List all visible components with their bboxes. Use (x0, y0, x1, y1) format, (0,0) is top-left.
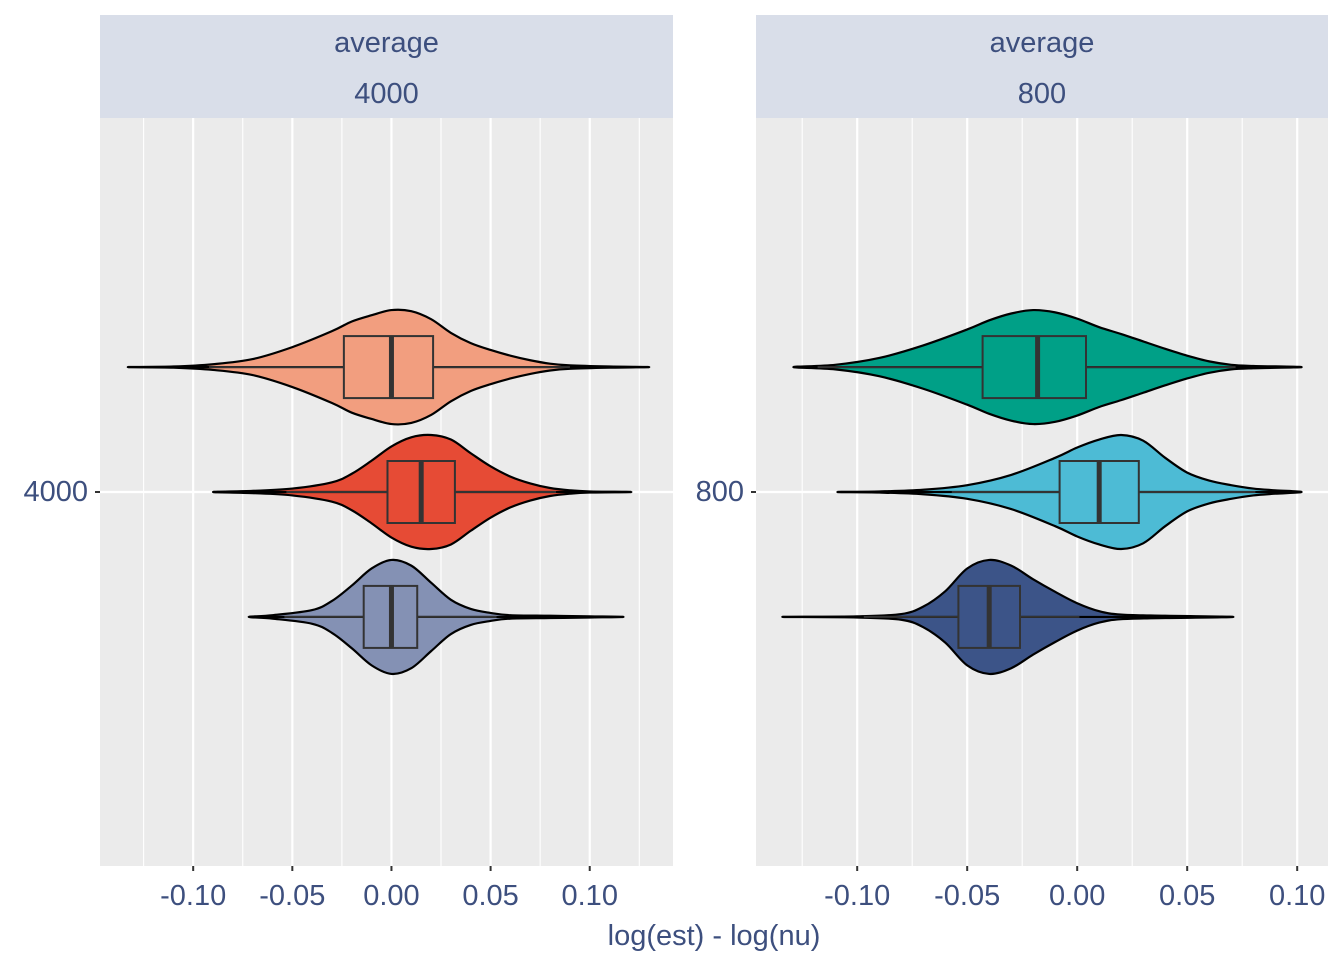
x-tick-label: -0.10 (160, 880, 226, 912)
violin-group (836, 433, 1303, 551)
facet-panel-1: average 4000 4000 -0.10 -0.05 0.00 0.05 0.10 (23, 15, 673, 912)
strip-label-line-1: average (990, 27, 1095, 59)
y-tick-label: 4000 (23, 476, 88, 508)
x-tick-label: 0.05 (462, 880, 518, 912)
x-tick-label: 0.05 (1159, 880, 1215, 912)
violin-group (211, 433, 633, 551)
facet-strip (100, 15, 673, 118)
x-tick-label: 0.00 (363, 880, 419, 912)
strip-label-line-2: 4000 (354, 78, 419, 110)
strip-label-line-1: average (334, 27, 439, 59)
x-tick-label: -0.05 (934, 880, 1000, 912)
box-iqr (981, 335, 1087, 400)
x-tick-label: 0.10 (1269, 880, 1325, 912)
violin-group (126, 308, 651, 426)
strip-label-line-2: 800 (1018, 78, 1066, 110)
x-tick-label: 0.10 (562, 880, 618, 912)
box-iqr (342, 335, 435, 400)
x-tick-label: -0.05 (259, 880, 325, 912)
facet-panel-2: average 800 800 -0.10 -0.05 0.00 0.05 0.10 (696, 15, 1328, 912)
violin-group (792, 308, 1303, 426)
violin-group (781, 558, 1235, 676)
x-tick-label: -0.10 (824, 880, 890, 912)
x-axis-title: log(est) - log(nu) (608, 920, 821, 952)
y-tick-label: 800 (696, 476, 744, 508)
facet-strip (756, 15, 1328, 118)
x-tick-label: 0.00 (1049, 880, 1105, 912)
violin-group (247, 558, 625, 676)
